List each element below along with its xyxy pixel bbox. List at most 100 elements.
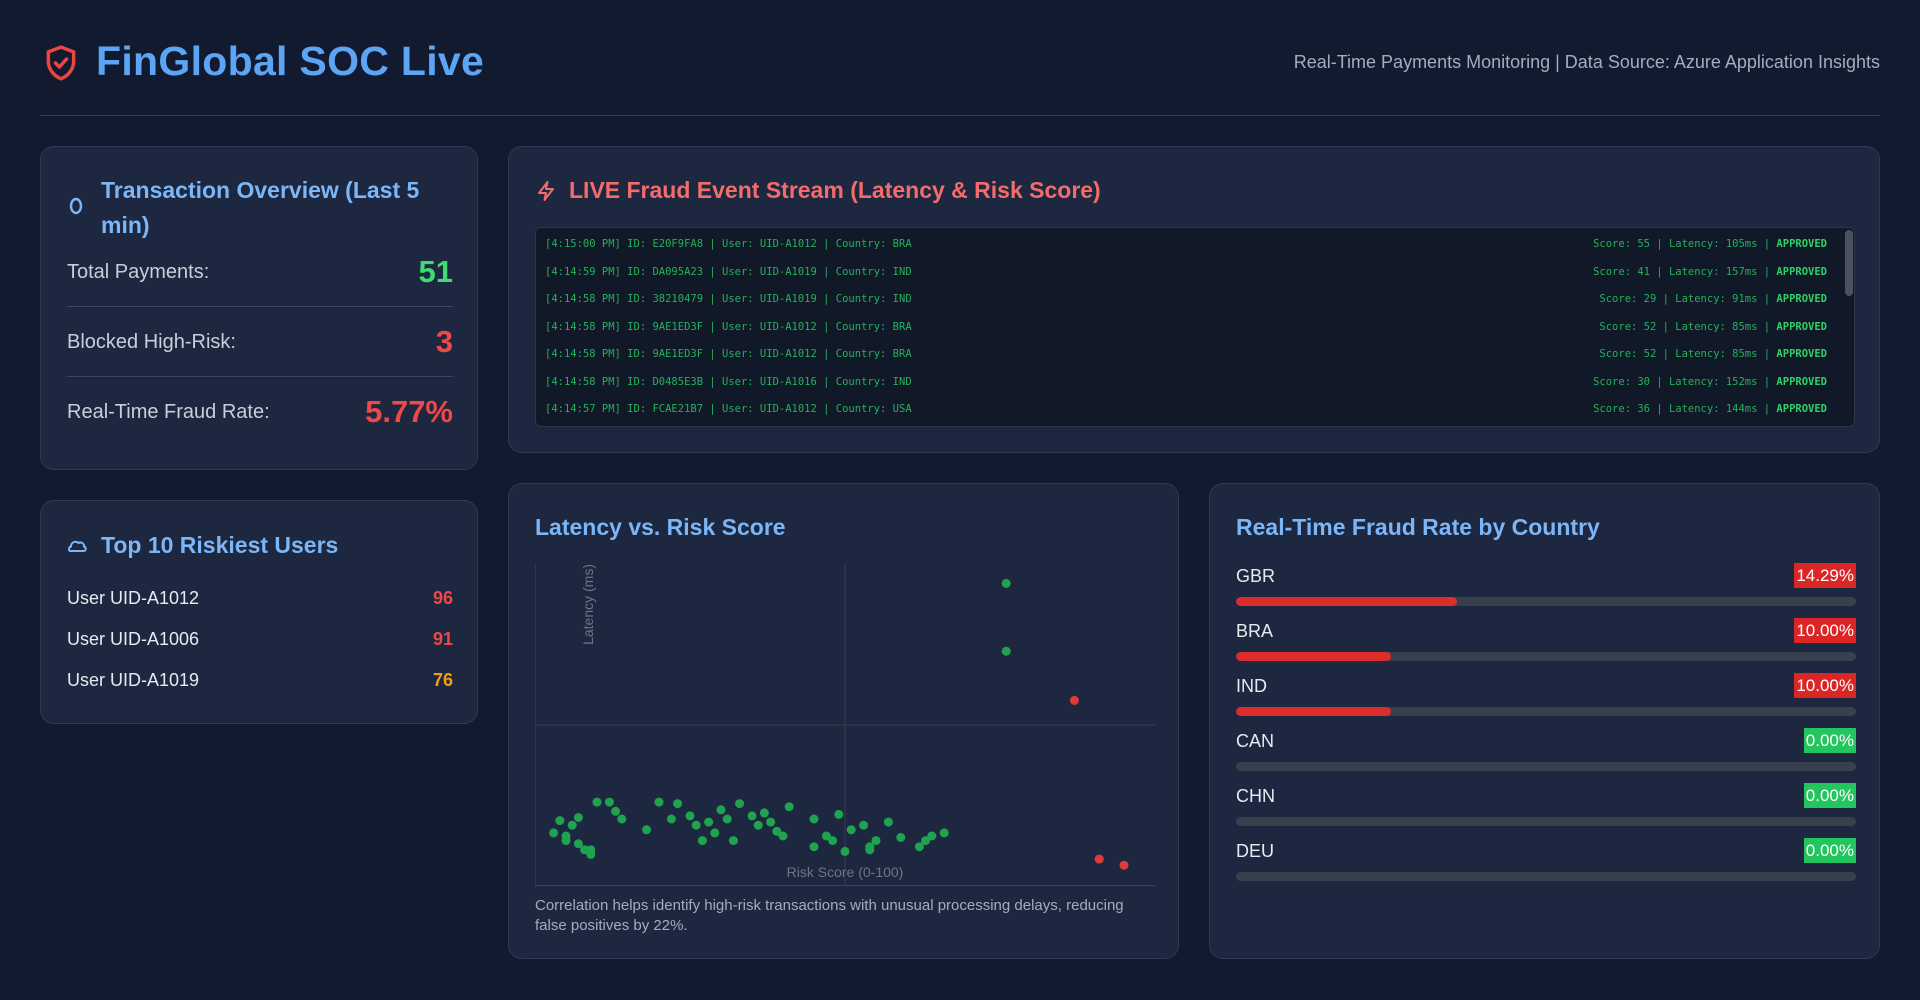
user-name: User UID-A1012: [67, 588, 200, 608]
scatter-point: [685, 811, 695, 821]
rate-bar-fill: [1236, 597, 1458, 606]
country-name: DEU: [1236, 841, 1275, 861]
scatter-point: [673, 799, 683, 809]
list-item[interactable]: User UID-A1006 91: [67, 624, 453, 654]
scatter-point: [747, 811, 757, 821]
scatter-point: [865, 842, 875, 852]
country-row: GBR 14.29%: [1236, 563, 1856, 606]
event-score-latency: Score: 29 | Latency: 91ms |: [1599, 293, 1777, 305]
event-row: [4:15:00 PM] ID: E20F9FA8 | User: UID-A1…: [545, 234, 1827, 254]
scatter-point: [809, 814, 819, 824]
rate-bar-track: [1236, 872, 1856, 881]
scatter-point: [1119, 860, 1129, 870]
scatter-point: [1069, 695, 1079, 705]
scatter-point: [611, 806, 621, 816]
event-status: APPROVED: [1776, 293, 1827, 305]
scatter-point: [1001, 578, 1011, 588]
rate-bar-track: [1236, 652, 1856, 661]
event-metrics: Score: 36 | Latency: 144ms | APPROVED: [1593, 403, 1827, 415]
scatter-point: [883, 817, 893, 827]
scatter-point: [604, 797, 614, 807]
stream-scrollbar[interactable]: [1844, 228, 1854, 426]
scatter-point: [834, 809, 844, 819]
scrollbar-thumb[interactable]: [1845, 230, 1853, 296]
event-metrics: Score: 55 | Latency: 105ms | APPROVED: [1593, 238, 1827, 250]
user-risk-score: 91: [432, 629, 453, 649]
scatter-point: [654, 797, 664, 807]
country-row: CAN 0.00%: [1236, 728, 1856, 771]
user-name: User UID-A1019: [67, 670, 200, 690]
stat-blocked-high-risk: Blocked High-Risk: 3: [67, 307, 453, 377]
scatter-point: [549, 828, 559, 838]
scatter-point: [753, 820, 763, 830]
stat-value: 5.77%: [365, 394, 453, 429]
header: FinGlobal SOC Live Real-Time Payments Mo…: [40, 0, 1880, 116]
event-row: [4:14:58 PM] ID: D0485E3B | User: UID-A1…: [545, 372, 1827, 392]
event-details: [4:14:58 PM] ID: D0485E3B | User: UID-A1…: [545, 375, 912, 388]
scatter-point: [914, 842, 924, 852]
country-name: CHN: [1236, 786, 1275, 806]
list-item[interactable]: User UID-A1012 96: [67, 583, 453, 613]
event-score-latency: Score: 55 | Latency: 105ms |: [1593, 238, 1777, 250]
scatter-point: [784, 802, 794, 812]
user-risk-score: 96: [432, 588, 453, 608]
latency-risk-chart-card: Latency vs. Risk Score Risk Score (0-100…: [508, 483, 1179, 959]
pulse-icon: [69, 197, 83, 215]
scatter-point: [617, 814, 627, 824]
event-row: [4:14:58 PM] ID: 38210479 | User: UID-A1…: [545, 289, 1827, 309]
list-item[interactable]: User UID-A1019 76: [67, 665, 453, 695]
event-metrics: Score: 30 | Latency: 152ms | APPROVED: [1593, 376, 1827, 388]
country-rate-badge: 10.00%: [1794, 673, 1856, 698]
event-status: APPROVED: [1776, 348, 1827, 360]
country-row: IND 10.00%: [1236, 673, 1856, 716]
scatter-point: [846, 825, 856, 835]
scatter-point: [766, 817, 776, 827]
country-rate-badge: 0.00%: [1803, 728, 1856, 753]
app-subtitle: Real-Time Payments Monitoring | Data Sou…: [1293, 52, 1880, 72]
stat-label: Total Payments:: [67, 261, 210, 283]
scatter-point: [728, 836, 738, 846]
scatter-point: [1094, 854, 1104, 864]
scatter-point: [666, 814, 676, 824]
overview-title: Transaction Overview (Last 5 min): [101, 177, 420, 238]
scatter-point: [567, 820, 577, 830]
event-log[interactable]: [4:15:00 PM] ID: E20F9FA8 | User: UID-A1…: [535, 227, 1855, 427]
event-row: [4:14:58 PM] ID: 9AE1ED3F | User: UID-A1…: [545, 344, 1827, 364]
country-rate-badge: 0.00%: [1803, 838, 1856, 863]
rate-bar-track: [1236, 707, 1856, 716]
chart-caption: Correlation helps identify high-risk tra…: [535, 897, 1124, 934]
scatter-point: [642, 825, 652, 835]
event-details: [4:14:58 PM] ID: 9AE1ED3F | User: UID-A1…: [545, 348, 912, 360]
rate-bar-fill: [1236, 652, 1391, 661]
scatter-point: [759, 808, 769, 818]
scatter-point: [722, 814, 732, 824]
country-title: Real-Time Fraud Rate by Country: [1236, 514, 1600, 540]
event-score-latency: Score: 36 | Latency: 144ms |: [1593, 403, 1777, 415]
scatter-point: [859, 820, 869, 830]
scatter-title: Latency vs. Risk Score: [535, 514, 786, 540]
event-details: [4:15:00 PM] ID: E20F9FA8 | User: UID-A1…: [545, 238, 912, 250]
fraud-event-stream-card: LIVE Fraud Event Stream (Latency & Risk …: [508, 146, 1880, 453]
user-name: User UID-A1006: [67, 629, 200, 649]
scatter-point: [939, 828, 949, 838]
stat-total-payments: Total Payments: 51: [67, 237, 453, 307]
event-row: [4:14:57 PM] ID: FCAE21B7 | User: UID-A1…: [545, 399, 1827, 419]
event-metrics: Score: 29 | Latency: 91ms | APPROVED: [1599, 293, 1827, 305]
event-status: APPROVED: [1776, 403, 1827, 415]
rate-bar-fill: [1236, 707, 1391, 716]
scatter-point: [716, 805, 726, 815]
event-status: APPROVED: [1776, 320, 1827, 333]
stat-fraud-rate: Real-Time Fraud Rate: 5.77%: [67, 377, 453, 447]
scatter-point: [821, 831, 831, 841]
scatter-points: [549, 578, 1129, 870]
event-score-latency: Score: 41 | Latency: 157ms |: [1593, 265, 1777, 278]
app-title: FinGlobal SOC Live: [96, 38, 485, 84]
scatter-point: [809, 842, 819, 852]
scatter-point: [555, 816, 565, 826]
riskiest-users-card: Top 10 Riskiest Users User UID-A1012 96 …: [40, 500, 478, 724]
country-fraud-card: Real-Time Fraud Rate by Country GBR 14.2…: [1209, 483, 1880, 959]
event-metrics: Score: 52 | Latency: 85ms | APPROVED: [1599, 348, 1827, 360]
scatter-point: [778, 831, 788, 841]
event-status: APPROVED: [1776, 265, 1827, 278]
